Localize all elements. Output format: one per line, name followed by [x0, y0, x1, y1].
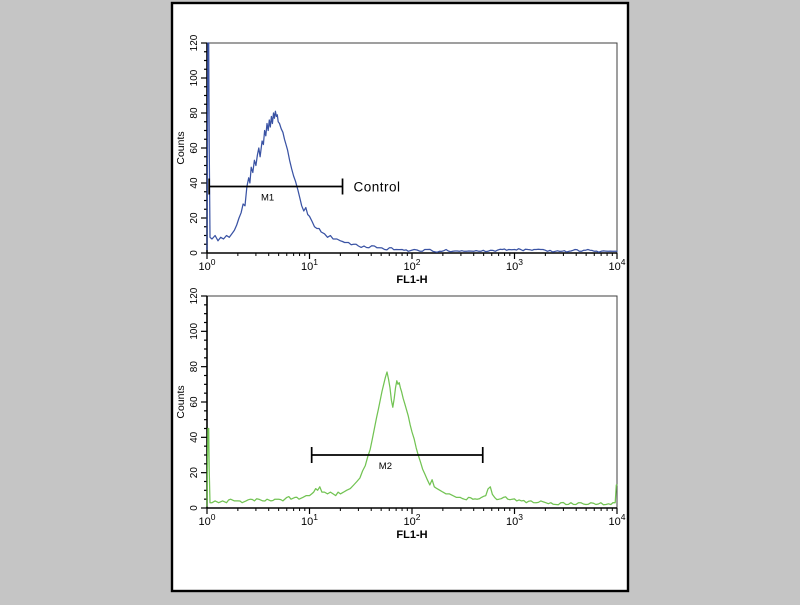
figure-frame — [170, 1, 630, 593]
y-tick-label: 40 — [189, 431, 200, 443]
y-tick-label: 40 — [189, 177, 200, 189]
x-axis-title: FL1-H — [396, 529, 427, 541]
y-tick-label: 100 — [189, 323, 200, 340]
y-tick-label: 0 — [189, 250, 200, 256]
y-axis-title: Counts — [175, 131, 187, 164]
y-tick-label: 0 — [189, 505, 200, 511]
y-tick-label: 120 — [189, 287, 200, 304]
sample-histogram-trace — [206, 371, 618, 507]
marker-annotation: Control — [354, 180, 401, 195]
y-tick-label: 60 — [189, 142, 200, 154]
y-axis-title: Counts — [175, 385, 187, 418]
y-tick-label: 20 — [189, 212, 200, 224]
y-tick-label: 60 — [189, 396, 200, 408]
y-tick-label: 80 — [189, 107, 200, 119]
y-tick-label: 20 — [189, 467, 200, 479]
marker-label-M1: M1 — [261, 193, 274, 204]
x-axis-title: FL1-H — [396, 274, 427, 286]
control-histogram-trace — [206, 42, 618, 253]
marker-label-M2: M2 — [379, 461, 392, 472]
y-tick-label: 120 — [189, 34, 200, 51]
y-tick-label: 80 — [189, 361, 200, 373]
y-tick-label: 100 — [189, 69, 200, 86]
